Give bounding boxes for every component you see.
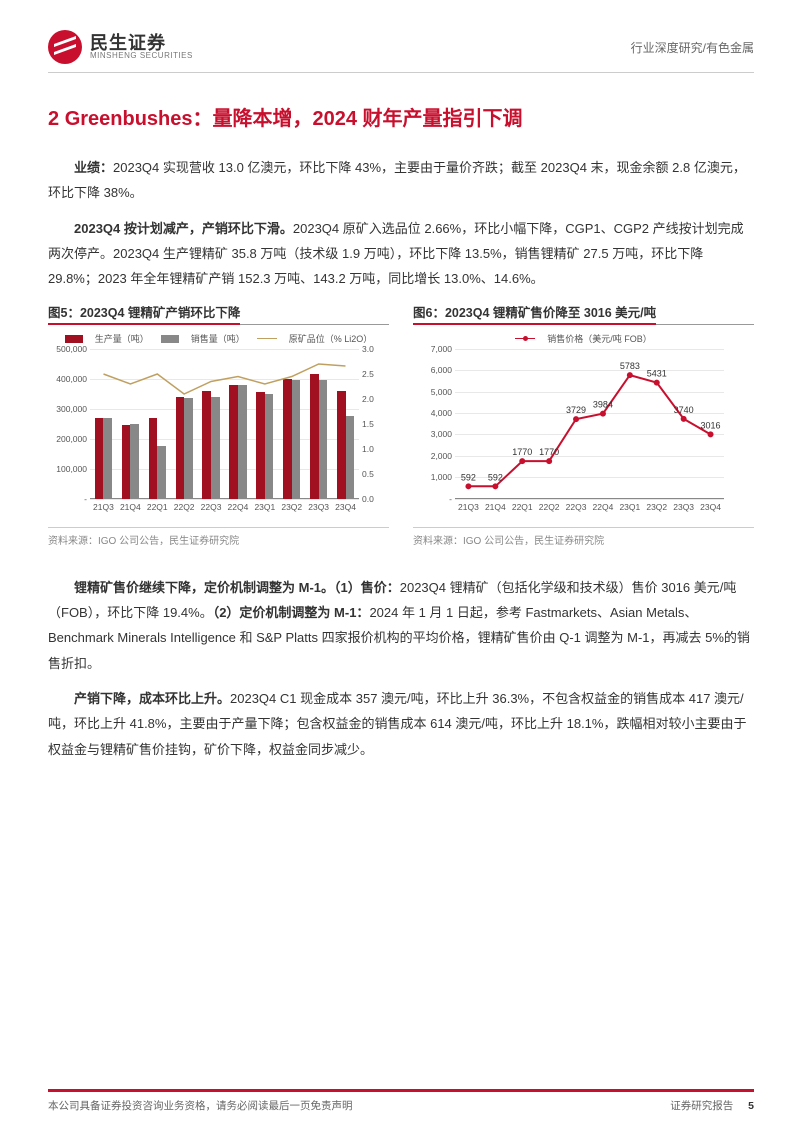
chart6: 图6：2023Q4 锂精矿售价降至 3016 美元/吨 销售价格（美元/吨 FO… — [413, 302, 754, 547]
logo-en: MINSHENG SECURITIES — [90, 52, 193, 60]
chart5: 图5：2023Q4 锂精矿产销环比下降 生产量（吨） 销售量（吨） 原矿品位（%… — [48, 302, 389, 547]
page-number: 5 — [748, 1100, 754, 1112]
p4-lead: 产销下降，成本环比上升。 — [74, 691, 230, 706]
chart5-source: 资料来源：IGO 公司公告，民生证券研究院 — [48, 527, 389, 547]
legend-price-swatch — [515, 338, 535, 339]
paragraph-4: 产销下降，成本环比上升。2023Q4 C1 现金成本 357 澳元/吨，环比上升… — [48, 686, 754, 762]
paragraph-1: 业绩：2023Q4 实现营收 13.0 亿澳元，环比下降 43%，主要由于量价齐… — [48, 155, 754, 206]
svg-text:5431: 5431 — [647, 368, 667, 378]
svg-text:592: 592 — [488, 472, 503, 482]
footer-disclaimer: 本公司具备证券投资咨询业务资格，请务必阅读最后一页免责声明 — [48, 1098, 353, 1113]
header-category: 行业深度研究/有色金属 — [631, 39, 754, 56]
footer-report-label: 证券研究报告 — [670, 1100, 733, 1112]
legend-price-label: 销售价格（美元/吨 FOB） — [547, 332, 652, 345]
svg-text:5783: 5783 — [620, 361, 640, 371]
chart6-title: 图6：2023Q4 锂精矿售价降至 3016 美元/吨 — [413, 302, 754, 325]
svg-text:1770: 1770 — [512, 447, 532, 457]
paragraph-2: 2023Q4 按计划减产，产销环比下滑。2023Q4 原矿入选品位 2.66%，… — [48, 216, 754, 292]
svg-text:3740: 3740 — [674, 405, 694, 415]
svg-text:3016: 3016 — [701, 420, 721, 430]
p2-lead: 2023Q4 按计划减产，产销环比下滑。 — [74, 221, 293, 236]
legend-sale-label: 销售量（吨） — [191, 332, 245, 345]
p1-body: 2023Q4 实现营收 13.0 亿澳元，环比下降 43%，主要由于量价齐跌；截… — [48, 160, 746, 200]
logo-icon — [48, 30, 82, 64]
logo-cn: 民生证券 — [90, 34, 193, 52]
p3-lead-b: （2）定价机制调整为 M-1： — [213, 605, 370, 620]
section-number: 2 — [48, 108, 59, 130]
p3-lead: 锂精矿售价继续下降，定价机制调整为 M-1。（1）售价： — [74, 580, 400, 595]
paragraph-3: 锂精矿售价继续下降，定价机制调整为 M-1。（1）售价：2023Q4 锂精矿（包… — [48, 575, 754, 676]
chart6-plot: 销售价格（美元/吨 FOB） -1,0002,0003,0004,0005,00… — [413, 331, 754, 521]
svg-text:3729: 3729 — [566, 405, 586, 415]
page-header: 民生证券 MINSHENG SECURITIES 行业深度研究/有色金属 — [48, 30, 754, 73]
chart5-title: 图5：2023Q4 锂精矿产销环比下降 — [48, 302, 389, 325]
logo: 民生证券 MINSHENG SECURITIES — [48, 30, 193, 64]
section-heading: Greenbushes：量降本增，2024 财年产量指引下调 — [65, 108, 523, 130]
svg-text:3984: 3984 — [593, 399, 613, 409]
p1-lead: 业绩： — [74, 160, 113, 175]
footer-rule — [48, 1089, 754, 1092]
section-title: 2 Greenbushes：量降本增，2024 财年产量指引下调 — [48, 101, 754, 137]
legend-ore-swatch — [257, 338, 277, 339]
chart5-plot: 生产量（吨） 销售量（吨） 原矿品位（% Li2O） -100,000200,0… — [48, 331, 389, 521]
legend-prod-swatch — [65, 335, 83, 343]
page-footer: 本公司具备证券投资咨询业务资格，请务必阅读最后一页免责声明 证券研究报告 5 — [0, 1089, 802, 1113]
chart6-source: 资料来源：IGO 公司公告，民生证券研究院 — [413, 527, 754, 547]
legend-prod-label: 生产量（吨） — [95, 332, 149, 345]
svg-text:1770: 1770 — [539, 447, 559, 457]
svg-text:592: 592 — [461, 472, 476, 482]
charts-row: 图5：2023Q4 锂精矿产销环比下降 生产量（吨） 销售量（吨） 原矿品位（%… — [48, 302, 754, 547]
legend-sale-swatch — [161, 335, 179, 343]
